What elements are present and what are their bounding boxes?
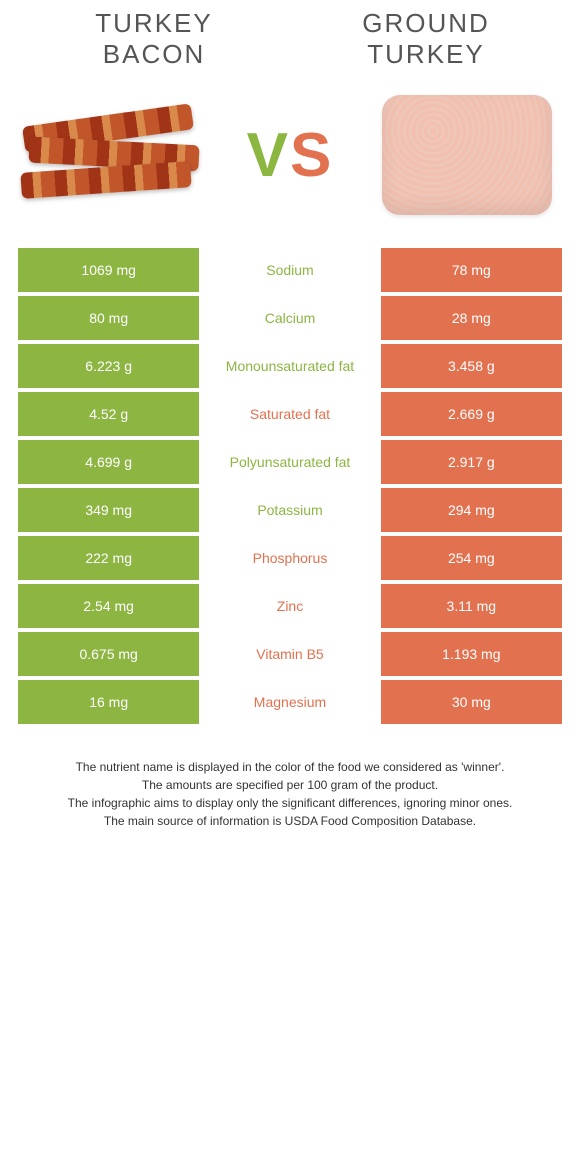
nutrient-right-value: 3.11 mg: [381, 584, 562, 628]
nutrient-right-value: 2.917 g: [381, 440, 562, 484]
nutrient-table: 1069 mgSodium78 mg80 mgCalcium28 mg6.223…: [18, 248, 562, 724]
nutrient-name: Phosphorus: [199, 536, 380, 580]
nutrient-row: 2.54 mgZinc3.11 mg: [18, 584, 562, 628]
right-title-line2: TURKEY: [367, 39, 484, 69]
footnote-line: The infographic aims to display only the…: [24, 794, 556, 812]
nutrient-row: 16 mgMagnesium30 mg: [18, 680, 562, 724]
nutrient-row: 1069 mgSodium78 mg: [18, 248, 562, 292]
nutrient-name: Sodium: [199, 248, 380, 292]
footnote-line: The main source of information is USDA F…: [24, 812, 556, 830]
nutrient-row: 4.699 gPolyunsaturated fat2.917 g: [18, 440, 562, 484]
nutrient-row: 0.675 mgVitamin B51.193 mg: [18, 632, 562, 676]
vs-badge: VS: [247, 120, 334, 191]
right-food-image: [372, 80, 562, 230]
vs-s-letter: S: [290, 121, 333, 190]
vs-v-letter: V: [247, 121, 290, 190]
footnote-line: The amounts are specified per 100 gram o…: [24, 776, 556, 794]
nutrient-row: 6.223 gMonounsaturated fat3.458 g: [18, 344, 562, 388]
nutrient-name: Polyunsaturated fat: [199, 440, 380, 484]
nutrient-left-value: 80 mg: [18, 296, 199, 340]
nutrient-left-value: 2.54 mg: [18, 584, 199, 628]
nutrient-right-value: 28 mg: [381, 296, 562, 340]
nutrient-right-value: 1.193 mg: [381, 632, 562, 676]
nutrient-left-value: 0.675 mg: [18, 632, 199, 676]
nutrient-row: 80 mgCalcium28 mg: [18, 296, 562, 340]
nutrient-right-value: 78 mg: [381, 248, 562, 292]
right-title-line1: GROUND: [362, 8, 490, 38]
nutrient-right-value: 30 mg: [381, 680, 562, 724]
left-title-line2: BACON: [103, 39, 205, 69]
nutrient-left-value: 349 mg: [18, 488, 199, 532]
nutrient-left-value: 4.699 g: [18, 440, 199, 484]
right-food-title: GROUND TURKEY: [290, 8, 562, 70]
nutrient-right-value: 2.669 g: [381, 392, 562, 436]
nutrient-name: Potassium: [199, 488, 380, 532]
footnote-line: The nutrient name is displayed in the co…: [24, 758, 556, 776]
left-food-image: [18, 80, 208, 230]
nutrient-row: 222 mgPhosphorus254 mg: [18, 536, 562, 580]
nutrient-name: Vitamin B5: [199, 632, 380, 676]
left-food-title: TURKEY BACON: [18, 8, 290, 70]
footnotes: The nutrient name is displayed in the co…: [18, 758, 562, 830]
images-row: VS: [18, 80, 562, 230]
nutrient-left-value: 4.52 g: [18, 392, 199, 436]
titles-row: TURKEY BACON GROUND TURKEY: [18, 8, 562, 70]
nutrient-row: 349 mgPotassium294 mg: [18, 488, 562, 532]
bacon-illustration: [23, 95, 203, 215]
nutrient-left-value: 6.223 g: [18, 344, 199, 388]
nutrient-name: Magnesium: [199, 680, 380, 724]
nutrient-left-value: 222 mg: [18, 536, 199, 580]
nutrient-left-value: 1069 mg: [18, 248, 199, 292]
nutrient-name: Calcium: [199, 296, 380, 340]
nutrient-right-value: 3.458 g: [381, 344, 562, 388]
nutrient-right-value: 254 mg: [381, 536, 562, 580]
nutrient-right-value: 294 mg: [381, 488, 562, 532]
infographic-container: TURKEY BACON GROUND TURKEY VS 1069 mgSod…: [0, 0, 580, 860]
nutrient-left-value: 16 mg: [18, 680, 199, 724]
left-title-line1: TURKEY: [95, 8, 212, 38]
nutrient-name: Zinc: [199, 584, 380, 628]
ground-turkey-illustration: [382, 95, 552, 215]
nutrient-name: Saturated fat: [199, 392, 380, 436]
nutrient-row: 4.52 gSaturated fat2.669 g: [18, 392, 562, 436]
nutrient-name: Monounsaturated fat: [199, 344, 380, 388]
